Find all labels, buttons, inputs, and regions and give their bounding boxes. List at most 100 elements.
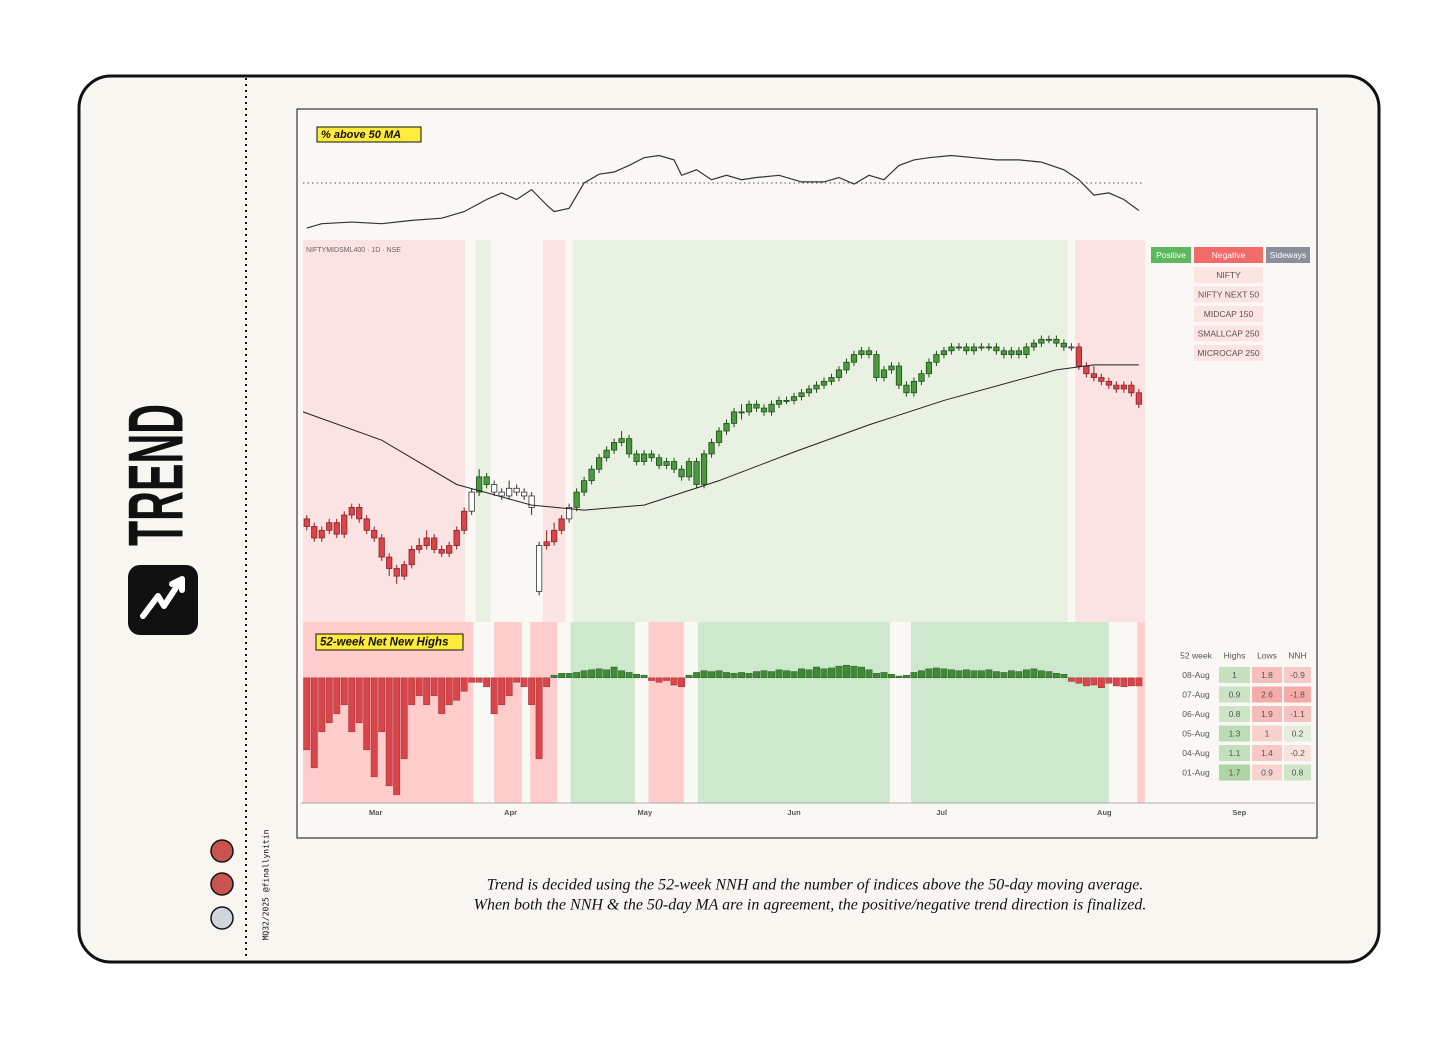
trend-header-cell bbox=[1151, 247, 1191, 263]
bar bbox=[573, 672, 581, 679]
regime-band bbox=[521, 622, 531, 803]
candle-body bbox=[1060, 342, 1067, 348]
candle-body bbox=[738, 411, 745, 414]
candle-body bbox=[873, 354, 880, 378]
candle-body bbox=[1030, 342, 1037, 348]
trend-index: NIFTY bbox=[1216, 270, 1241, 280]
candle-body bbox=[506, 487, 513, 497]
x-tick-label: Jun bbox=[787, 808, 801, 817]
bar bbox=[468, 677, 476, 683]
nnh-value: 1 bbox=[1265, 728, 1270, 738]
candle-body bbox=[333, 522, 340, 535]
trend-index: MIDCAP 150 bbox=[1204, 309, 1254, 319]
bar bbox=[633, 674, 640, 679]
regime-band bbox=[683, 622, 699, 803]
bar bbox=[355, 677, 363, 724]
nnh-value: 1.8 bbox=[1261, 670, 1273, 680]
x-tick-label: Aug bbox=[1097, 808, 1112, 817]
credit: MQ32/2025 @finallynitin bbox=[262, 829, 271, 940]
nnh-value: 1.1 bbox=[1229, 748, 1241, 758]
nnh-cell bbox=[1252, 764, 1282, 781]
bar bbox=[325, 677, 333, 724]
bar bbox=[753, 671, 760, 679]
candle-body bbox=[491, 484, 498, 493]
bar bbox=[738, 672, 745, 679]
bar bbox=[1082, 677, 1090, 687]
candle-body bbox=[521, 491, 528, 497]
bar bbox=[1097, 677, 1105, 688]
candle-body bbox=[536, 545, 543, 592]
candle-body bbox=[1090, 373, 1097, 378]
bar bbox=[580, 670, 588, 679]
bar bbox=[693, 672, 700, 679]
candle-body bbox=[760, 407, 768, 413]
candle-body bbox=[348, 506, 355, 516]
bar bbox=[603, 669, 611, 679]
candle-body bbox=[558, 518, 565, 531]
candle-body bbox=[625, 438, 633, 455]
candle-body bbox=[850, 354, 858, 363]
bar bbox=[843, 665, 850, 679]
bar bbox=[985, 669, 993, 679]
candle-body bbox=[880, 369, 888, 378]
bar bbox=[1135, 677, 1143, 687]
trend-index: MICROCAP 250 bbox=[1197, 348, 1259, 358]
bar bbox=[565, 673, 573, 679]
bar bbox=[528, 677, 536, 706]
bar bbox=[453, 677, 461, 701]
bar bbox=[790, 671, 798, 679]
candle-body bbox=[543, 541, 550, 547]
regime-band bbox=[698, 622, 890, 803]
candle-body bbox=[446, 545, 453, 554]
candle-body bbox=[723, 422, 730, 432]
bar bbox=[888, 674, 895, 679]
candle-body bbox=[790, 396, 798, 401]
candle-body bbox=[978, 346, 985, 349]
bar bbox=[865, 669, 873, 679]
candle-body bbox=[1068, 346, 1075, 349]
candle-body bbox=[633, 453, 640, 462]
bar bbox=[940, 668, 948, 679]
panel-title: % above 50 MA bbox=[321, 129, 401, 141]
candle-body bbox=[573, 491, 580, 508]
bar bbox=[393, 677, 401, 796]
candle-body bbox=[805, 388, 813, 394]
candle-body bbox=[610, 442, 618, 451]
bar bbox=[1075, 677, 1083, 684]
candle-body bbox=[378, 537, 385, 558]
bar bbox=[798, 668, 805, 679]
candle-body bbox=[1023, 346, 1030, 355]
caption: When both the NNH & the 50-day MA are in… bbox=[474, 897, 1147, 914]
regime-band bbox=[490, 240, 543, 622]
candle-body bbox=[423, 537, 430, 547]
nnh-value: 05-Aug bbox=[1182, 728, 1210, 738]
candle-body bbox=[408, 549, 415, 566]
candle-body bbox=[753, 403, 760, 409]
nnh-header: Lows bbox=[1257, 650, 1277, 660]
bar bbox=[1015, 671, 1023, 679]
x-tick-label: Mar bbox=[369, 808, 382, 817]
nnh-cell bbox=[1284, 745, 1311, 761]
trend-header: Negative bbox=[1212, 250, 1246, 260]
candle-body bbox=[438, 549, 445, 554]
x-tick-label: Jul bbox=[936, 808, 947, 817]
regime-band bbox=[475, 240, 491, 622]
bar bbox=[903, 674, 910, 679]
bar bbox=[1000, 672, 1008, 679]
bar bbox=[670, 677, 678, 686]
bar bbox=[1008, 670, 1015, 679]
candle-body bbox=[775, 400, 783, 405]
nnh-value: 0.9 bbox=[1261, 767, 1273, 777]
candle-body bbox=[431, 537, 438, 550]
candle-body bbox=[551, 529, 558, 543]
candle-body bbox=[468, 491, 475, 512]
panel-title: 52-week Net New Highs bbox=[320, 637, 448, 649]
bar bbox=[1052, 673, 1060, 679]
bar bbox=[1045, 671, 1053, 679]
candle-body bbox=[813, 384, 820, 390]
dot bbox=[210, 839, 234, 863]
bar bbox=[993, 671, 1000, 679]
candle-body bbox=[768, 403, 775, 413]
nnh-value: 2.6 bbox=[1261, 689, 1273, 699]
bar bbox=[1127, 677, 1135, 687]
